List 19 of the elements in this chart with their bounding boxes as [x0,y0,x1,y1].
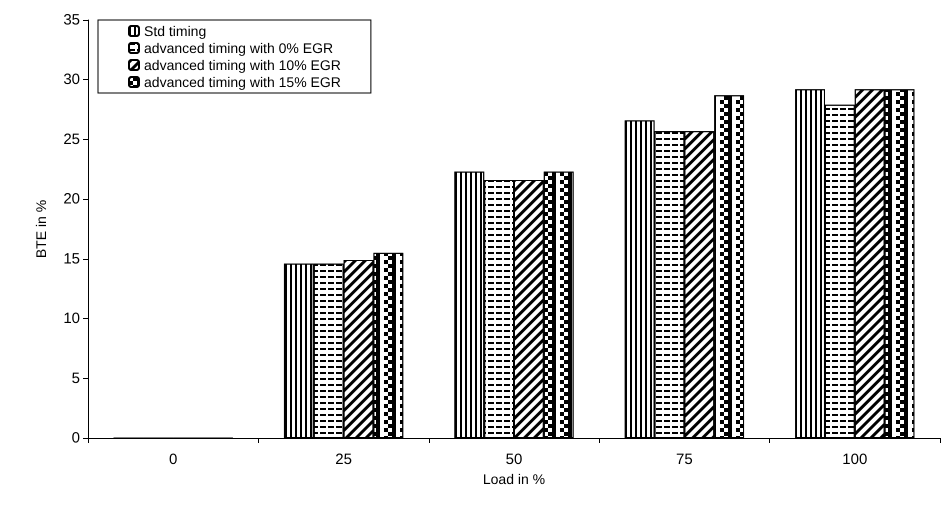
x-tick-label: 75 [676,451,693,468]
y-tick-label: 15 [63,250,80,268]
x-tick-label: 25 [335,451,352,468]
y-tick-label: 30 [63,71,80,88]
y-tick-label: 20 [63,190,80,208]
x-tick-label: 100 [842,451,868,468]
legend-label: advanced timing with 10% EGR [144,57,341,73]
y-tick-label: 35 [63,12,80,28]
x-axis-title: Load in % [482,470,546,487]
y-tick-label: 10 [63,310,80,328]
y-tick-label: 0 [72,430,80,446]
y-tick-label: 5 [72,370,80,387]
y-axis-title: BTE in % [33,200,49,258]
legend-label: advanced timing with 15% EGR [144,74,341,90]
x-tick-label: 50 [506,451,522,468]
legend-label: advanced timing with 0% EGR [144,40,334,56]
y-tick-label: 25 [63,130,80,148]
legend-label: Std timing [144,23,206,39]
x-tick-label: 0 [169,451,178,468]
